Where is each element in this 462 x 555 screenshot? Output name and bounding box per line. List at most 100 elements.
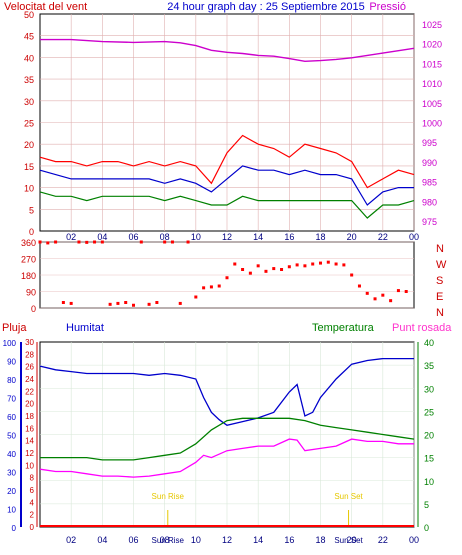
direction-point: [147, 302, 151, 306]
axis-humidity: 0 10 20 30 40 50 60 70 80 90 100: [3, 339, 17, 533]
tick-label-wind-speed: 15: [24, 162, 34, 172]
tick-label-humidity: 50: [7, 432, 16, 441]
direction-point: [342, 263, 346, 267]
axis-hours-humidity: 02 04 06 08 10 12 14 16 18 20 22 00: [66, 535, 419, 545]
tick-label-pressure: 1005: [422, 99, 442, 109]
direction-point: [365, 291, 369, 295]
series-wind-pressure: [39, 38, 415, 219]
direction-point: [132, 303, 135, 307]
tick-label-pressure: 1000: [422, 119, 442, 129]
sun-rise-axis-label: Sun Rise: [152, 536, 185, 545]
axis-wind-speed: 0 5 10 15 20 25 30 35 40 45 50: [24, 10, 34, 237]
direction-point: [287, 265, 291, 269]
direction-point: [124, 301, 128, 304]
tick-label-hour: 00: [409, 232, 419, 242]
tick-label-pressure: 995: [422, 138, 437, 148]
tick-label-humidity: 30: [7, 469, 16, 478]
direction-point: [319, 261, 322, 265]
tick-label-temperature: 0: [424, 523, 429, 533]
tick-label-hour: 18: [315, 535, 325, 545]
tick-label-hour: 08: [160, 535, 170, 545]
tick-label-hour: 04: [97, 232, 107, 242]
tick-label-rain: 16: [25, 424, 34, 433]
gridlines-wind: [40, 14, 415, 231]
tick-label-rain: 2: [30, 511, 35, 520]
axis-degrees: 0 90 180 270 360: [21, 238, 36, 314]
direction-point: [194, 295, 198, 299]
tick-label-rain: 24: [25, 375, 34, 384]
tick-label-wind-speed: 20: [24, 140, 34, 150]
tick-label-hour: 18: [315, 232, 325, 242]
tick-label-hour: 16: [284, 232, 294, 242]
sun-set-axis-label: Sun Set: [334, 536, 363, 545]
compass-label: N: [436, 243, 444, 255]
direction-point: [217, 284, 221, 288]
panel-wind-pressure: Velocitat del vent 24 hour graph day : 2…: [4, 1, 442, 242]
tick-label-rain: 6: [30, 486, 35, 495]
direction-point: [85, 240, 89, 244]
direction-point: [233, 262, 237, 266]
direction-point: [295, 263, 299, 267]
direction-point: [280, 268, 284, 271]
series-direction_low: [39, 191, 415, 219]
series-gust: [39, 134, 415, 189]
direction-point: [264, 269, 268, 273]
direction-point: [350, 273, 354, 277]
tick-label-wind-speed: 50: [24, 10, 34, 20]
tick-label-humidity: 40: [7, 450, 16, 459]
compass-label: S: [436, 275, 443, 287]
direction-point: [357, 284, 361, 288]
direction-point: [241, 268, 245, 271]
tick-label-degrees: 0: [31, 304, 36, 314]
tick-label-wind-speed: 30: [24, 97, 34, 107]
direction-point: [93, 240, 97, 244]
direction-point: [100, 240, 104, 244]
tick-label-hour: 16: [284, 535, 294, 545]
direction-point: [311, 262, 315, 266]
axis-pressure: 975 980 985 990 995 1000 1005 1010 1015 1020 1025: [422, 20, 442, 227]
tick-label-hour: 06: [128, 232, 138, 242]
tick-label-wind-speed: 40: [24, 53, 34, 63]
tick-label-wind-speed: 0: [29, 227, 34, 237]
tick-label-hour: 22: [378, 232, 388, 242]
direction-point: [334, 262, 338, 266]
series-humidity: [39, 357, 414, 427]
tick-label-hour: 22: [378, 535, 388, 545]
gridlines-humidity: [40, 342, 415, 527]
series-temperature: [40, 417, 415, 461]
direction-point: [225, 276, 229, 280]
tick-label-humidity: 70: [7, 395, 16, 404]
tick-label-humidity: 100: [3, 339, 17, 348]
direction-point: [38, 240, 42, 244]
tick-label-temperature: 5: [424, 500, 429, 510]
tick-label-hour: 04: [97, 535, 107, 545]
tick-label-temperature: 20: [424, 431, 434, 441]
tick-label-rain: 8: [30, 474, 35, 483]
tick-label-rain: 20: [25, 400, 34, 409]
tick-label-humidity: 90: [7, 358, 16, 367]
direction-point: [381, 293, 385, 297]
direction-point: [248, 271, 252, 275]
tick-label-hour: 12: [222, 535, 232, 545]
tick-label-degrees: 270: [21, 255, 36, 265]
rain-label: Pluja: [2, 322, 27, 334]
direction-point: [373, 297, 377, 301]
tick-label-hour: 02: [66, 535, 76, 545]
humidity-label: Humitat: [66, 322, 104, 334]
tick-label-rain: 18: [25, 412, 34, 421]
series-dewpoint: [39, 438, 414, 478]
direction-point: [256, 264, 260, 268]
tick-label-rain: 10: [25, 461, 34, 470]
tick-label-temperature: 30: [424, 384, 434, 394]
chart-title: 24 hour graph day : 25 Septiembre 2015: [167, 1, 365, 13]
pressure-label: Pressió: [369, 1, 406, 13]
direction-point: [54, 240, 58, 244]
series-humidity-temperature: [39, 357, 415, 527]
tick-label-pressure: 1010: [422, 79, 442, 89]
tick-label-pressure: 975: [422, 217, 437, 227]
direction-point: [326, 260, 330, 264]
tick-label-hour: 02: [66, 232, 76, 242]
tick-label-rain: 26: [25, 363, 34, 372]
tick-label-pressure: 980: [422, 197, 437, 207]
